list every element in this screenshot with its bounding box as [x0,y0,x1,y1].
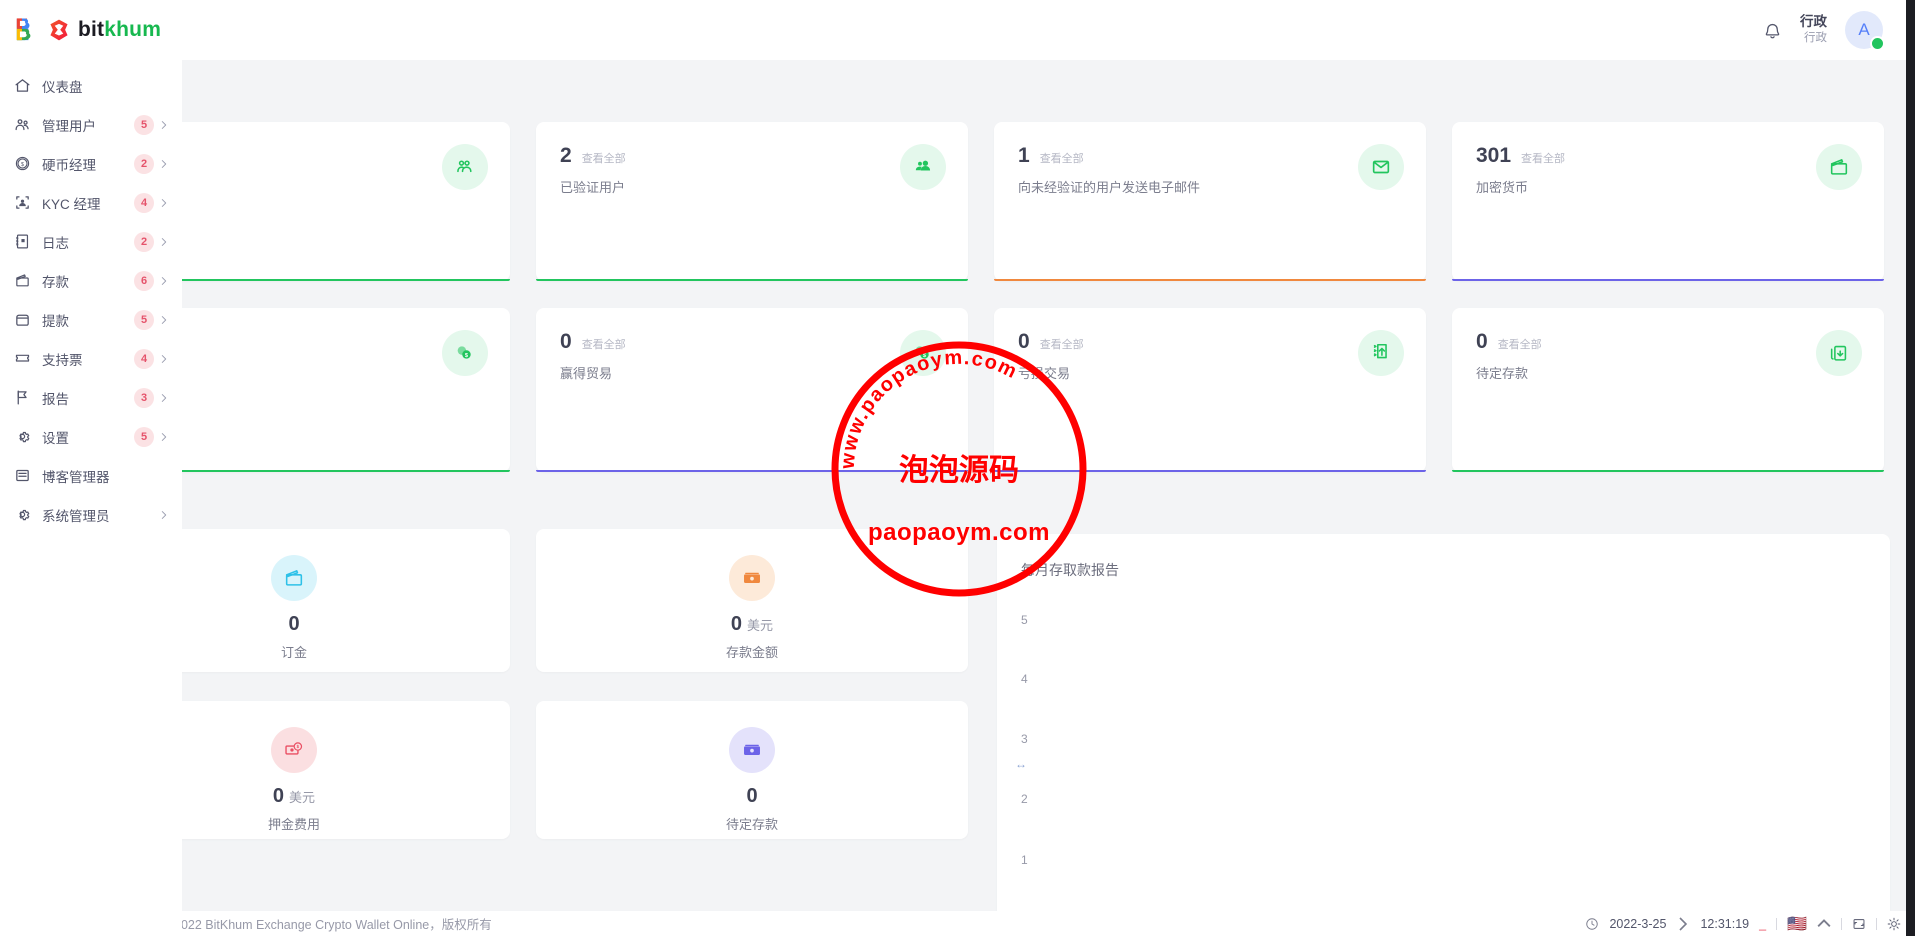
svg-text:$: $ [923,353,926,359]
svg-text:$: $ [465,353,468,359]
svg-text:$: $ [21,162,24,168]
